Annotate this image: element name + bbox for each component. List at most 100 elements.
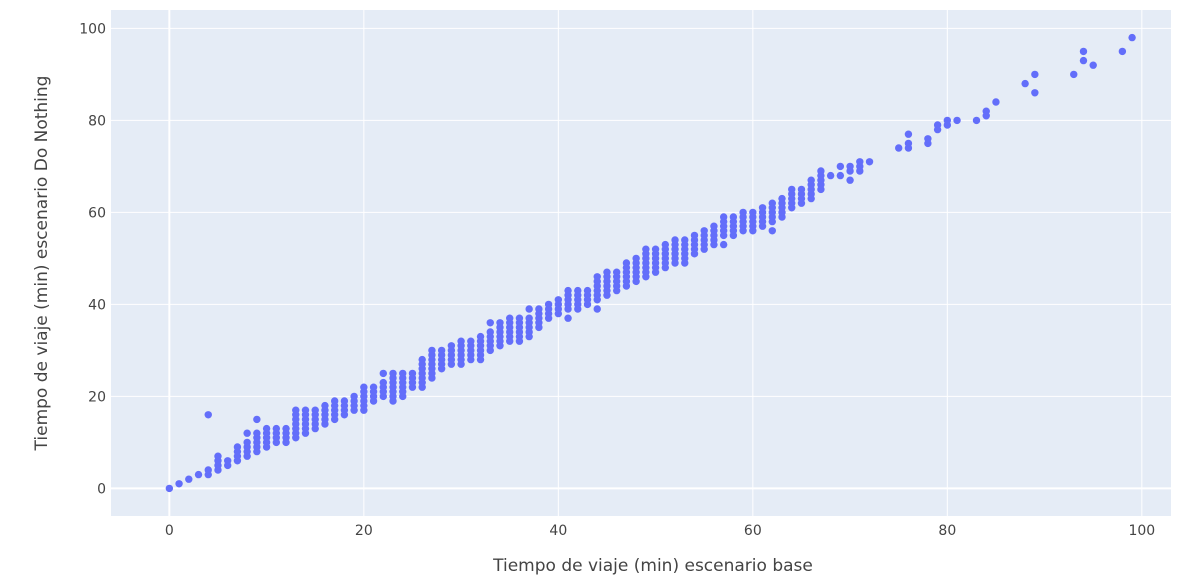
- scatter-point: [992, 98, 1000, 106]
- x-axis-ticks: 0 20 40 60 80 100: [165, 523, 1155, 539]
- scatter-point: [836, 171, 845, 180]
- scatter-point: [904, 139, 913, 148]
- scatter-point: [807, 176, 815, 184]
- scatter-point: [399, 369, 407, 378]
- data-points: [165, 33, 1136, 493]
- scatter-point: [681, 236, 689, 244]
- scatter-point: [904, 130, 913, 138]
- scatter-point: [612, 268, 621, 276]
- scatter-point: [865, 158, 874, 166]
- scatter-point: [418, 355, 426, 364]
- y-tick-label: 60: [88, 205, 106, 221]
- scatter-point: [1128, 33, 1136, 42]
- scatter-point: [253, 415, 261, 424]
- scatter-point: [535, 305, 543, 313]
- y-tick-label: 100: [79, 21, 106, 37]
- scatter-point: [593, 305, 601, 313]
- scatter-point: [457, 337, 465, 345]
- scatter-point: [476, 332, 485, 341]
- scatter-point: [788, 185, 796, 194]
- x-axis-title: Tiempo de viaje (min) escenario base: [492, 556, 813, 576]
- scatter-point: [301, 406, 310, 414]
- scatter-point: [389, 369, 397, 378]
- scatter-point: [165, 484, 174, 493]
- scatter-point: [486, 319, 494, 327]
- scatter-point: [467, 337, 475, 345]
- scatter-point: [719, 213, 728, 221]
- scatter-point: [1089, 61, 1097, 69]
- scatter-point: [185, 475, 193, 483]
- scatter-point: [272, 424, 281, 433]
- y-tick-label: 80: [88, 113, 106, 129]
- scatter-point: [943, 116, 952, 125]
- y-axis-title: Tiempo de viaje (min) escenario Do Nothi…: [32, 76, 52, 452]
- scatter-point: [564, 286, 572, 295]
- scatter-point: [690, 231, 699, 240]
- x-tick-label: 80: [938, 523, 956, 539]
- scatter-point: [233, 443, 242, 451]
- scatter-point: [360, 383, 368, 391]
- scatter-point: [321, 401, 329, 410]
- plot-background: [111, 10, 1171, 516]
- scatter-point: [846, 176, 854, 184]
- scatter-point: [603, 268, 611, 276]
- scatter-point: [223, 457, 232, 465]
- scatter-point: [379, 369, 387, 378]
- scatter-point: [447, 342, 456, 350]
- scatter-point: [642, 245, 650, 253]
- scatter-point: [204, 466, 212, 474]
- scatter-point: [282, 424, 290, 433]
- scatter-point: [972, 116, 981, 125]
- scatter-point: [661, 240, 670, 249]
- scatter-point: [797, 185, 806, 194]
- scatter-point: [311, 406, 319, 414]
- scatter-point: [671, 236, 679, 244]
- scatter-point: [253, 429, 261, 437]
- scatter-point: [330, 397, 339, 405]
- grid-lines: [111, 10, 1171, 516]
- scatter-point: [836, 162, 845, 171]
- scatter-point: [243, 429, 251, 437]
- x-tick-label: 60: [744, 523, 762, 539]
- scatter-point: [486, 328, 494, 336]
- scatter-point: [428, 346, 436, 355]
- scatter-point: [243, 438, 251, 447]
- scatter-point: [758, 204, 767, 212]
- scatter-point: [749, 208, 757, 217]
- scatter-point: [262, 424, 271, 433]
- y-tick-label: 0: [97, 481, 106, 497]
- scatter-point: [515, 314, 524, 322]
- scatter-point: [739, 208, 747, 217]
- scatter-point: [350, 392, 358, 401]
- scatter-point: [583, 286, 592, 295]
- scatter-point: [933, 121, 942, 129]
- scatter-point: [554, 296, 563, 304]
- scatter-point: [292, 406, 300, 414]
- scatter-point: [768, 199, 776, 207]
- scatter-point: [729, 213, 738, 221]
- y-tick-label: 20: [88, 389, 106, 405]
- scatter-point: [924, 135, 932, 143]
- scatter-point: [194, 470, 203, 479]
- scatter-point: [1079, 47, 1088, 56]
- scatter-point: [204, 411, 212, 419]
- x-tick-label: 20: [355, 523, 373, 539]
- scatter-point: [778, 194, 786, 203]
- x-tick-label: 100: [1128, 523, 1155, 539]
- scatter-point: [525, 314, 533, 322]
- scatter-point: [369, 383, 378, 391]
- scatter-point: [1021, 79, 1029, 88]
- scatter-point: [651, 245, 660, 253]
- scatter-point: [1031, 89, 1039, 97]
- scatter-point: [379, 378, 387, 387]
- scatter-point: [856, 158, 864, 166]
- scatter-point: [437, 346, 446, 355]
- scatter-point: [408, 369, 417, 378]
- scatter-point: [826, 171, 835, 180]
- scatter-point: [700, 227, 708, 235]
- scatter-point: [544, 300, 553, 309]
- scatter-point: [982, 107, 990, 115]
- scatter-point: [525, 305, 533, 313]
- scatter-point: [710, 222, 718, 230]
